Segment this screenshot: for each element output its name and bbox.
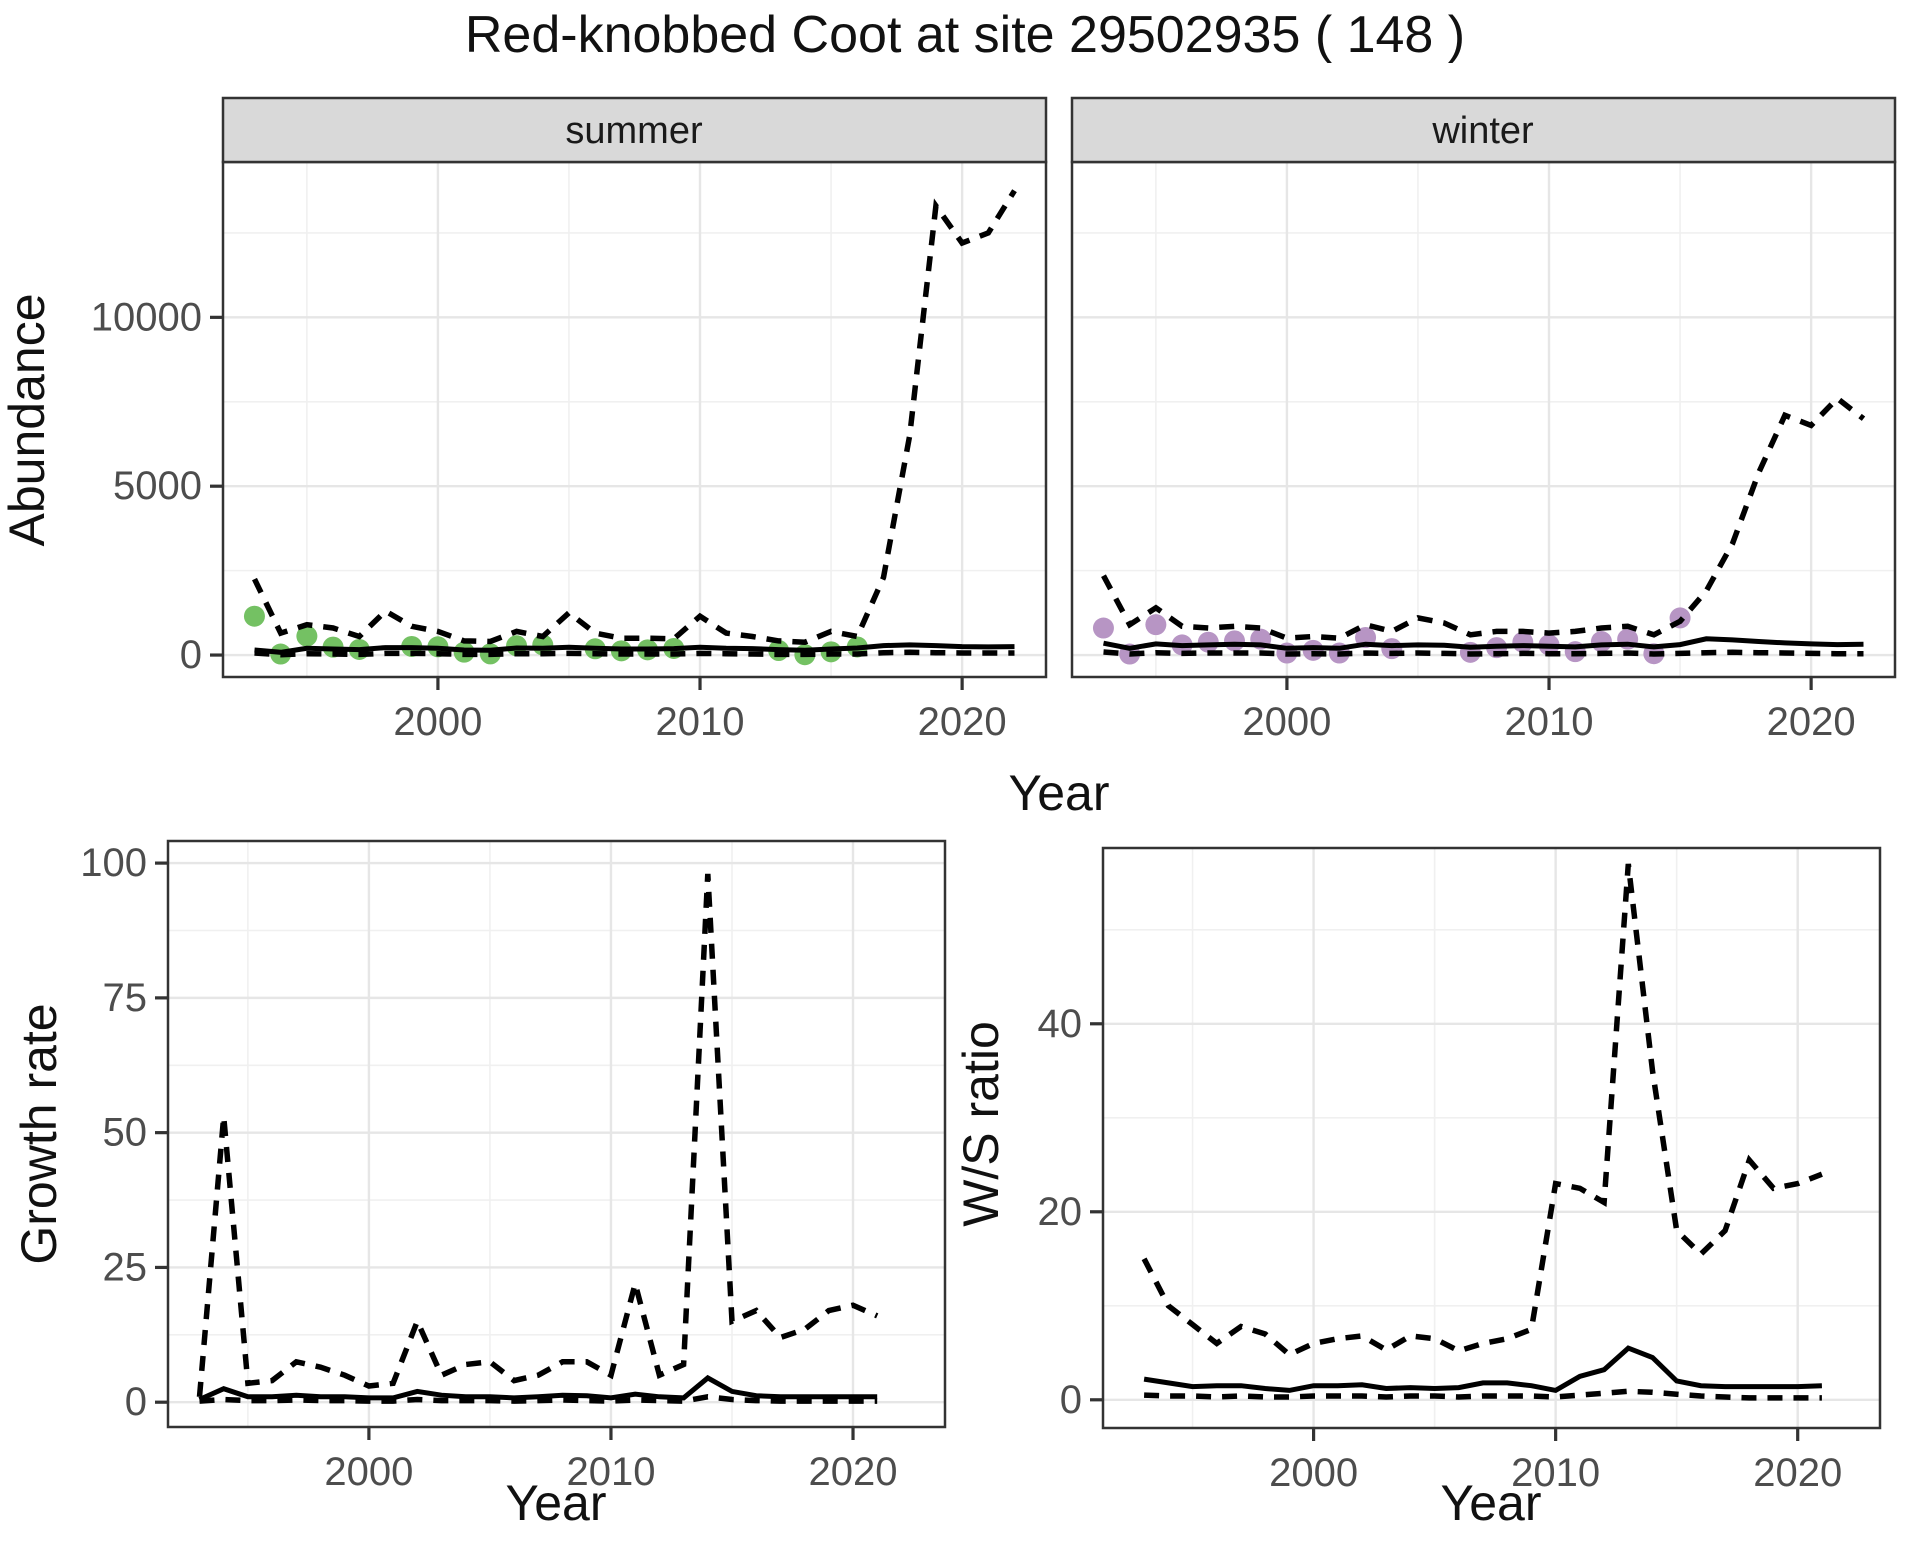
y-tick-label: 40 [1038, 1002, 1083, 1046]
growth_rate-panel-bg [168, 841, 945, 1427]
abundance_summer-upper-ci-dashed-line [252, 189, 1017, 645]
x-tick-label: 2010 [656, 700, 745, 744]
data-point [296, 625, 318, 647]
ws-y-axis-title: W/S ratio [953, 1021, 1009, 1227]
x-tick-label: 2020 [1753, 1451, 1842, 1495]
x-tick-label: 2000 [393, 700, 482, 744]
abundance_summer-lower-ci-dashed-line [254, 649, 1015, 658]
data-point [1145, 614, 1167, 636]
facet-strip-summer [221, 96, 1048, 164]
x-tick-label: 2010 [1505, 700, 1594, 744]
abundance_winter-panel-bg [1072, 162, 1895, 677]
y-tick-label: 0 [180, 633, 202, 677]
ws_ratio-panel-border [1101, 846, 1882, 1430]
facet-strip-winter [1070, 96, 1897, 164]
x-tick-label: 2000 [324, 1450, 413, 1494]
x-tick-label: 2020 [918, 700, 1007, 744]
abundance_winter-upper-ci-dashed-line [1101, 394, 1866, 641]
data-point [1512, 631, 1534, 653]
data-point [1092, 617, 1114, 639]
y-tick-label: 10000 [91, 295, 202, 339]
growth_rate-estimate-solid-line [198, 1374, 878, 1402]
abundance_winter-lower-ci-dashed-line [1103, 649, 1864, 657]
top-x-axis-title: Year [1008, 765, 1109, 821]
ws_ratio-lower-ci-dashed-line [1143, 1388, 1822, 1401]
x-tick-label: 2010 [1511, 1451, 1600, 1495]
growth-x-axis-title: Year [505, 1475, 606, 1531]
x-tick-label: 2000 [1242, 700, 1331, 744]
ws_ratio-panel: 2000 2010 2020 0 20 40 [1038, 846, 1882, 1495]
abundance_summer-estimate-solid-line [254, 642, 1015, 655]
growth-y-axis-title: Growth rate [11, 1003, 67, 1264]
y-tick-label: 0 [125, 1380, 147, 1424]
facet-label-summer: summer [565, 110, 703, 152]
facet-label-winter: winter [1431, 110, 1534, 152]
y-tick-label: 0 [1060, 1378, 1082, 1422]
y-tick-label: 75 [103, 976, 148, 1020]
x-tick-label: 2010 [566, 1450, 655, 1494]
x-tick-label: 2020 [809, 1450, 898, 1494]
abundance-y-axis-title: Abundance [0, 293, 55, 546]
growth_rate-lower-ci-dashed-line [199, 1394, 878, 1404]
ws_ratio-upper-ci-dashed-line [1141, 863, 1823, 1358]
ws-x-axis-title: Year [1440, 1475, 1541, 1531]
y-tick-label: 50 [103, 1111, 148, 1155]
y-tick-label: 100 [80, 841, 147, 885]
x-tick-label: 2000 [1269, 1451, 1358, 1495]
y-tick-label: 5000 [113, 464, 202, 508]
page-title: Red-knobbed Coot at site 29502935 ( 148 … [465, 6, 1465, 64]
growth_rate-upper-ci-dashed-line [196, 873, 879, 1398]
growth_rate-panel: 2000 2010 2020 0 25 50 75 100 [80, 839, 947, 1494]
data-point [1302, 639, 1324, 661]
data-point [1224, 630, 1246, 652]
abundance_winter-panel: 2000 2010 2020 [1070, 160, 1897, 744]
data-point [1590, 631, 1612, 653]
y-tick-label: 25 [103, 1245, 148, 1289]
abundance_summer-panel-bg [223, 162, 1046, 677]
x-tick-label: 2020 [1767, 700, 1856, 744]
ws_ratio-estimate-solid-line [1143, 1345, 1822, 1394]
abundance_summer-panel: 2000 2010 2020 0 5000 10000 [91, 160, 1048, 744]
abundance_winter-estimate-solid-line [1103, 636, 1864, 651]
y-tick-label: 20 [1038, 1190, 1083, 1234]
data-point [243, 605, 265, 627]
